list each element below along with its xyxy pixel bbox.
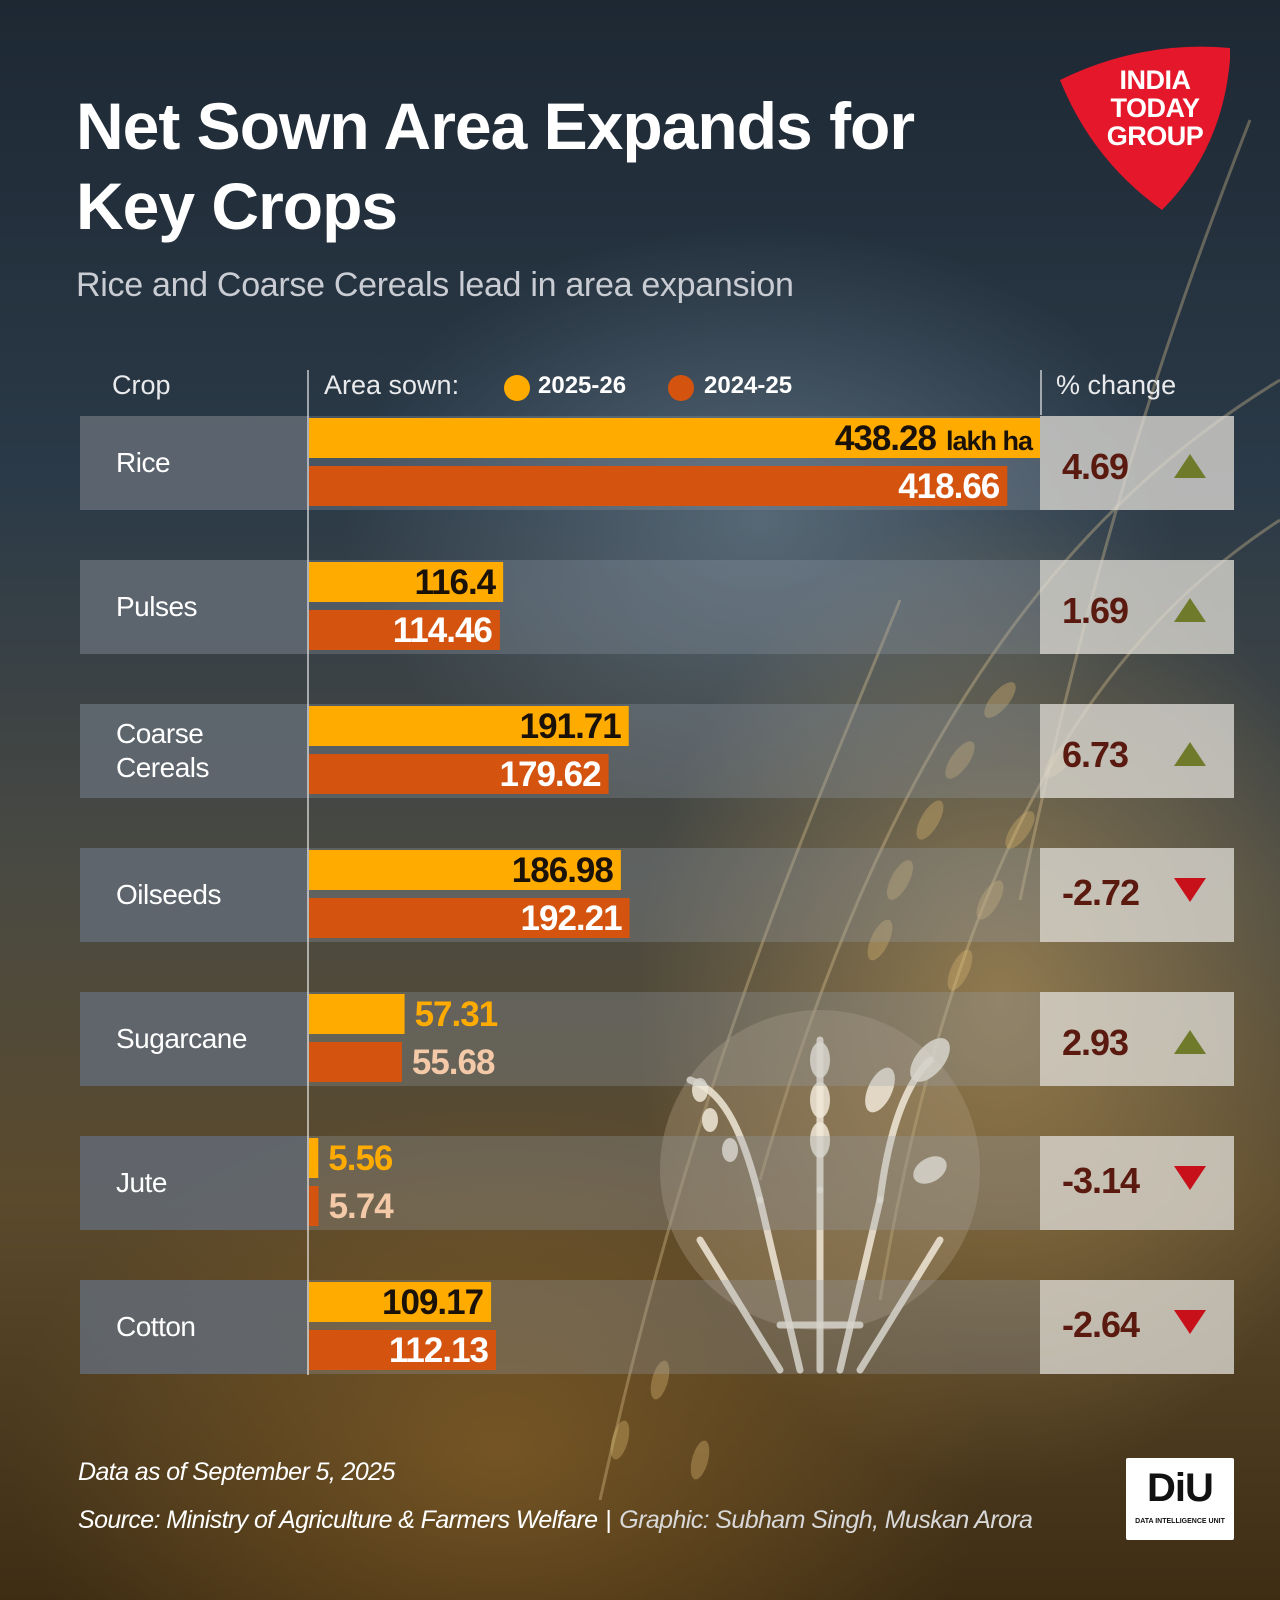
header-divider — [1040, 370, 1042, 415]
pct-change-cell-sugarcane — [1040, 992, 1234, 1086]
down-arrow-icon — [1174, 1166, 1206, 1190]
data-label-2024-25-coarse-cereals: 179.62 — [500, 755, 602, 794]
pct-change-cell-coarse-cereals — [1040, 704, 1234, 798]
bar-2025-26-jute — [309, 1138, 319, 1178]
crop-name: Coarse Cereals — [116, 718, 209, 783]
bar-2025-26-coarse-cereals — [309, 706, 629, 746]
header-crop: Crop — [112, 370, 171, 400]
pct-change-value-oilseeds: -2.72 — [1062, 872, 1140, 913]
bar-2025-26-cotton — [309, 1282, 492, 1322]
source-text: Source: Ministry of Agriculture & Farmer… — [78, 1506, 598, 1534]
data-label-2024-25-pulses: 114.46 — [393, 611, 493, 650]
data-date-note: Data as of September 5, 2025 — [78, 1458, 395, 1486]
bar-2024-25-jute — [309, 1186, 319, 1226]
legend-dot-current — [504, 375, 530, 401]
crop-name: Jute — [116, 1167, 167, 1198]
bar-2024-25-oilseeds — [309, 898, 630, 938]
pct-change-cell-pulses — [1040, 560, 1234, 654]
page-subtitle: Rice and Coarse Cereals lead in area exp… — [76, 266, 794, 304]
bar-2024-25-pulses — [309, 610, 500, 650]
up-arrow-icon — [1174, 742, 1206, 766]
data-label-2024-25-sugarcane: 55.68 — [412, 1043, 495, 1082]
legend-label-previous: 2024-25 — [704, 372, 793, 399]
crop-label-rice: Rice — [80, 416, 307, 510]
down-arrow-icon — [1174, 1310, 1206, 1334]
pct-change-cell-jute — [1040, 1136, 1234, 1230]
crop-label-sugarcane: Sugarcane — [80, 992, 307, 1086]
page-title: Net Sown Area Expands for Key Crops — [76, 89, 915, 243]
pct-change-cell-cotton — [1040, 1280, 1234, 1374]
header-pct-change: % change — [1056, 370, 1177, 400]
data-label-2024-25-oilseeds: 192.21 — [521, 899, 623, 938]
crop-label-cotton: Cotton — [80, 1280, 307, 1374]
pct-change-value-rice: 4.69 — [1062, 446, 1129, 487]
data-label-2025-26-jute: 5.56 — [328, 1139, 393, 1178]
pct-change-cell-rice — [1040, 416, 1234, 510]
pct-change-value-jute: -3.14 — [1062, 1160, 1140, 1201]
data-label-2024-25-rice: 418.66 — [898, 467, 1000, 506]
pct-change-value-pulses: 1.69 — [1062, 590, 1129, 631]
crop-label-jute: Jute — [80, 1136, 307, 1230]
down-arrow-icon — [1174, 878, 1206, 902]
data-label-2025-26-sugarcane: 57.31 — [415, 995, 498, 1034]
up-arrow-icon — [1174, 454, 1206, 478]
crop-name: Rice — [116, 447, 171, 478]
crop-name: Pulses — [116, 591, 198, 622]
crop-name: Cotton — [116, 1311, 196, 1342]
data-label-2025-26-cotton: 109.17 — [382, 1283, 483, 1322]
logo-text: INDIA TODAY GROUP — [1106, 65, 1204, 151]
diu-badge: DiU DATA INTELLIGENCE UNIT — [1126, 1458, 1234, 1540]
up-arrow-icon — [1174, 598, 1206, 622]
pct-change-value-coarse-cereals: 6.73 — [1062, 734, 1129, 775]
pct-change-value-sugarcane: 2.93 — [1062, 1022, 1129, 1063]
pct-change-value-cotton: -2.64 — [1062, 1304, 1140, 1345]
pct-change-cell-oilseeds — [1040, 848, 1234, 942]
header-area-sown: Area sown: — [324, 370, 460, 400]
bar-2025-26-rice — [309, 418, 1040, 458]
bar-2025-26-sugarcane — [309, 994, 405, 1034]
footer-source-line: Source: Ministry of Agriculture & Farmer… — [78, 1506, 1033, 1535]
crop-name: Sugarcane — [116, 1023, 247, 1054]
legend-dot-previous — [668, 375, 694, 401]
diu-badge-subtext: DATA INTELLIGENCE UNIT — [1135, 1518, 1225, 1525]
bar-2024-25-cotton — [309, 1330, 497, 1370]
legend-label-current: 2025-26 — [538, 372, 627, 399]
crop-label-pulses: Pulses — [80, 560, 307, 654]
bar-2025-26-oilseeds — [309, 850, 621, 890]
data-label-2025-26-pulses: 116.4 — [414, 563, 496, 602]
data-label-2025-26-rice: 438.28 lakh ha — [835, 419, 1034, 458]
data-label-2025-26-oilseeds: 186.98 — [512, 851, 614, 890]
crop-name: Oilseeds — [116, 879, 221, 910]
footer-separator: | — [605, 1506, 612, 1534]
india-today-group-logo — [1060, 46, 1230, 210]
graphic-credit: Graphic: Subham Singh, Muskan Arora — [619, 1506, 1033, 1534]
bar-2025-26-pulses — [309, 562, 504, 602]
axis-divider — [307, 370, 309, 1375]
crop-label-oilseeds: Oilseeds — [80, 848, 307, 942]
crop-label-coarse-cereals: Coarse Cereals — [80, 704, 307, 798]
data-label-2024-25-cotton: 112.13 — [389, 1331, 489, 1370]
diu-badge-text: DiU — [1147, 1466, 1214, 1510]
data-label-2024-25-jute: 5.74 — [329, 1187, 395, 1226]
bar-2024-25-rice — [309, 466, 1008, 506]
bar-2024-25-sugarcane — [309, 1042, 402, 1082]
bar-2024-25-coarse-cereals — [309, 754, 609, 794]
data-label-2025-26-coarse-cereals: 191.71 — [520, 707, 622, 746]
up-arrow-icon — [1174, 1030, 1206, 1054]
